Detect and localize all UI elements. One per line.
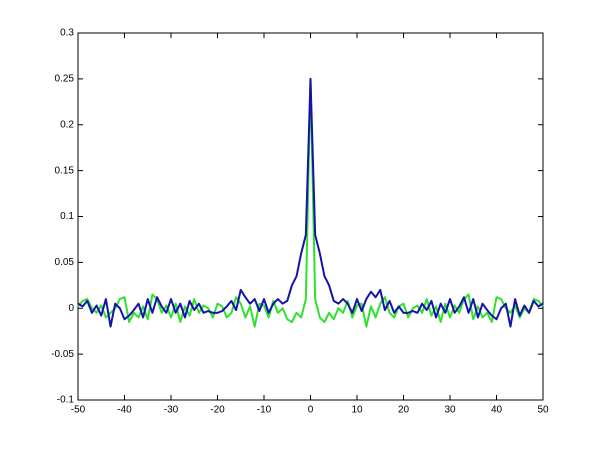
x-tick-label: 50 [537,405,549,416]
y-tick-label: -0.05 [51,349,74,360]
x-tick-label: -40 [117,405,132,416]
x-tick-label: 20 [398,405,410,416]
x-tick-label: 10 [351,405,363,416]
x-tick-label: -20 [210,405,225,416]
y-tick-label: 0.2 [60,119,74,130]
x-tick-label: 30 [444,405,456,416]
x-tick-label: -10 [257,405,272,416]
y-tick-label: 0.1 [60,211,74,222]
series-line [77,77,544,328]
x-tick-label: 0 [308,405,314,416]
y-tick-label: 0.25 [55,74,75,85]
y-tick-label: -0.1 [57,395,75,406]
y-tick-label: 0.15 [55,165,75,176]
y-tick-label: 0 [68,303,74,314]
x-tick-label: -50 [71,405,86,416]
x-tick-label: 40 [491,405,503,416]
x-tick-label: -30 [164,405,179,416]
y-tick-label: 0.05 [55,257,75,268]
y-tick-label: 0.3 [60,28,74,39]
